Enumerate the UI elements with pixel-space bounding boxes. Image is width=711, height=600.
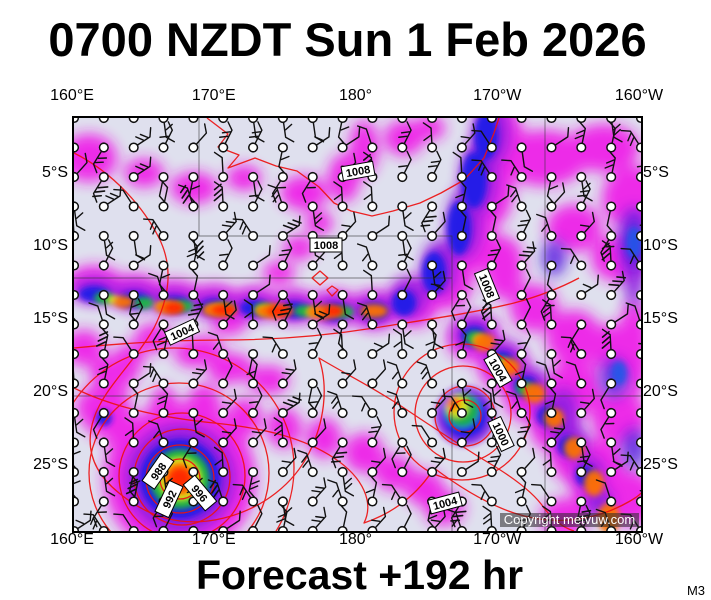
- svg-text:1008: 1008: [314, 240, 338, 252]
